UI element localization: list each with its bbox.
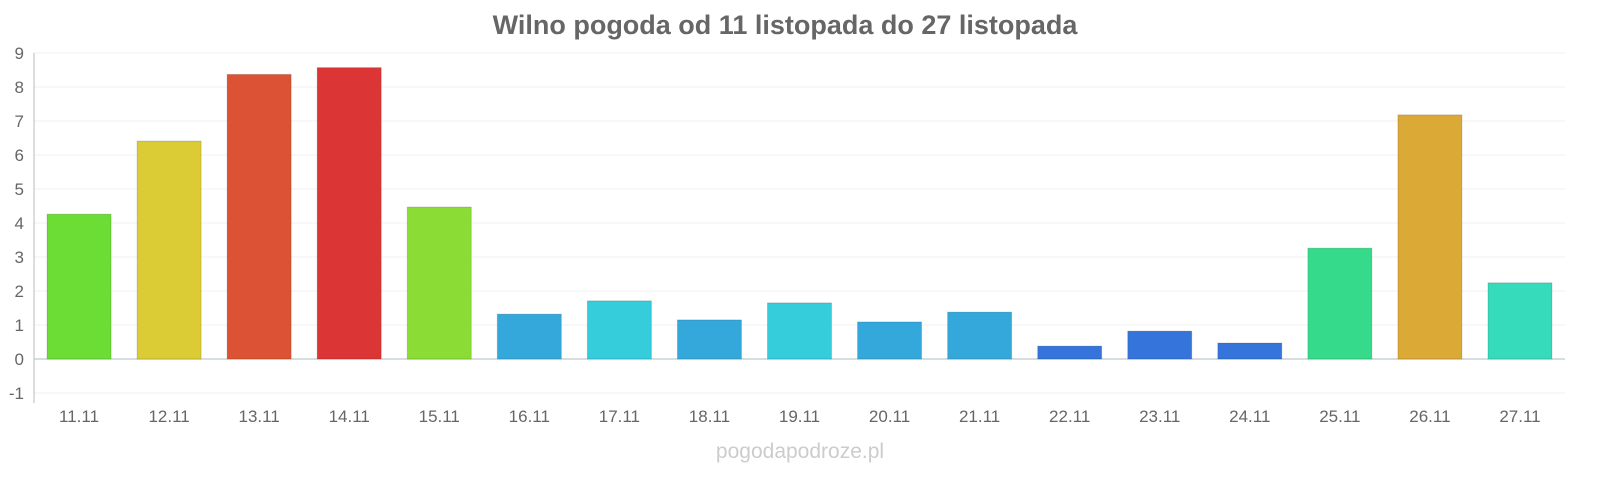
bar-17-11 bbox=[586, 300, 652, 360]
bar-25-11 bbox=[1307, 247, 1373, 360]
watermark: pogodapodroze.pl bbox=[715, 440, 885, 463]
x-tick-label: 17.11 bbox=[599, 407, 640, 426]
bar-23-11 bbox=[1127, 330, 1193, 360]
bar-11-11 bbox=[46, 213, 112, 360]
bar-16-11 bbox=[496, 313, 562, 360]
y-tick-label: 9 bbox=[15, 44, 24, 63]
bar-27-11 bbox=[1487, 282, 1553, 360]
y-tick-label: 3 bbox=[15, 248, 24, 267]
x-tick-label: 25.11 bbox=[1319, 407, 1360, 426]
y-tick-label: 8 bbox=[15, 78, 24, 97]
y-tick-label: 7 bbox=[15, 112, 24, 131]
x-tick-label: 13.11 bbox=[239, 407, 280, 426]
bar-13-11 bbox=[226, 73, 292, 360]
x-tick-label: 27.11 bbox=[1499, 407, 1540, 426]
x-tick-label: 22.11 bbox=[1049, 407, 1090, 426]
x-tick-label: 21.11 bbox=[959, 407, 1000, 426]
y-tick-label: 4 bbox=[15, 214, 24, 233]
y-tick-label: -1 bbox=[9, 384, 24, 403]
x-tick-label: 23.11 bbox=[1139, 407, 1180, 426]
x-tick-label: 19.11 bbox=[779, 407, 820, 426]
y-tick-label: 5 bbox=[15, 180, 24, 199]
bar-22-11 bbox=[1037, 345, 1103, 360]
x-tick-label: 20.11 bbox=[869, 407, 910, 426]
bar-26-11 bbox=[1397, 114, 1463, 360]
x-tick-label: 26.11 bbox=[1409, 407, 1450, 426]
bar-18-11 bbox=[676, 319, 742, 360]
y-tick-label: 6 bbox=[15, 146, 24, 165]
x-tick-label: 15.11 bbox=[419, 407, 460, 426]
y-tick-label: 1 bbox=[15, 316, 24, 335]
chart-title: Wilno pogoda od 11 listopada do 27 listo… bbox=[492, 10, 1078, 40]
y-tick-label: 0 bbox=[15, 350, 24, 369]
y-tick-label: 2 bbox=[15, 282, 24, 301]
bar-24-11 bbox=[1217, 342, 1283, 360]
x-tick-label: 18.11 bbox=[689, 407, 730, 426]
x-tick-label: 24.11 bbox=[1229, 407, 1270, 426]
bar-14-11 bbox=[316, 67, 382, 360]
bar-15-11 bbox=[406, 206, 472, 360]
x-tick-label: 12.11 bbox=[148, 407, 189, 426]
bar-21-11 bbox=[947, 311, 1013, 360]
x-tick-label: 14.11 bbox=[329, 407, 370, 426]
bar-12-11 bbox=[136, 140, 202, 360]
bar-19-11 bbox=[767, 302, 832, 360]
x-tick-label: 11.11 bbox=[59, 407, 99, 426]
x-tick-label: 16.11 bbox=[509, 407, 550, 426]
bar-20-11 bbox=[857, 321, 923, 360]
